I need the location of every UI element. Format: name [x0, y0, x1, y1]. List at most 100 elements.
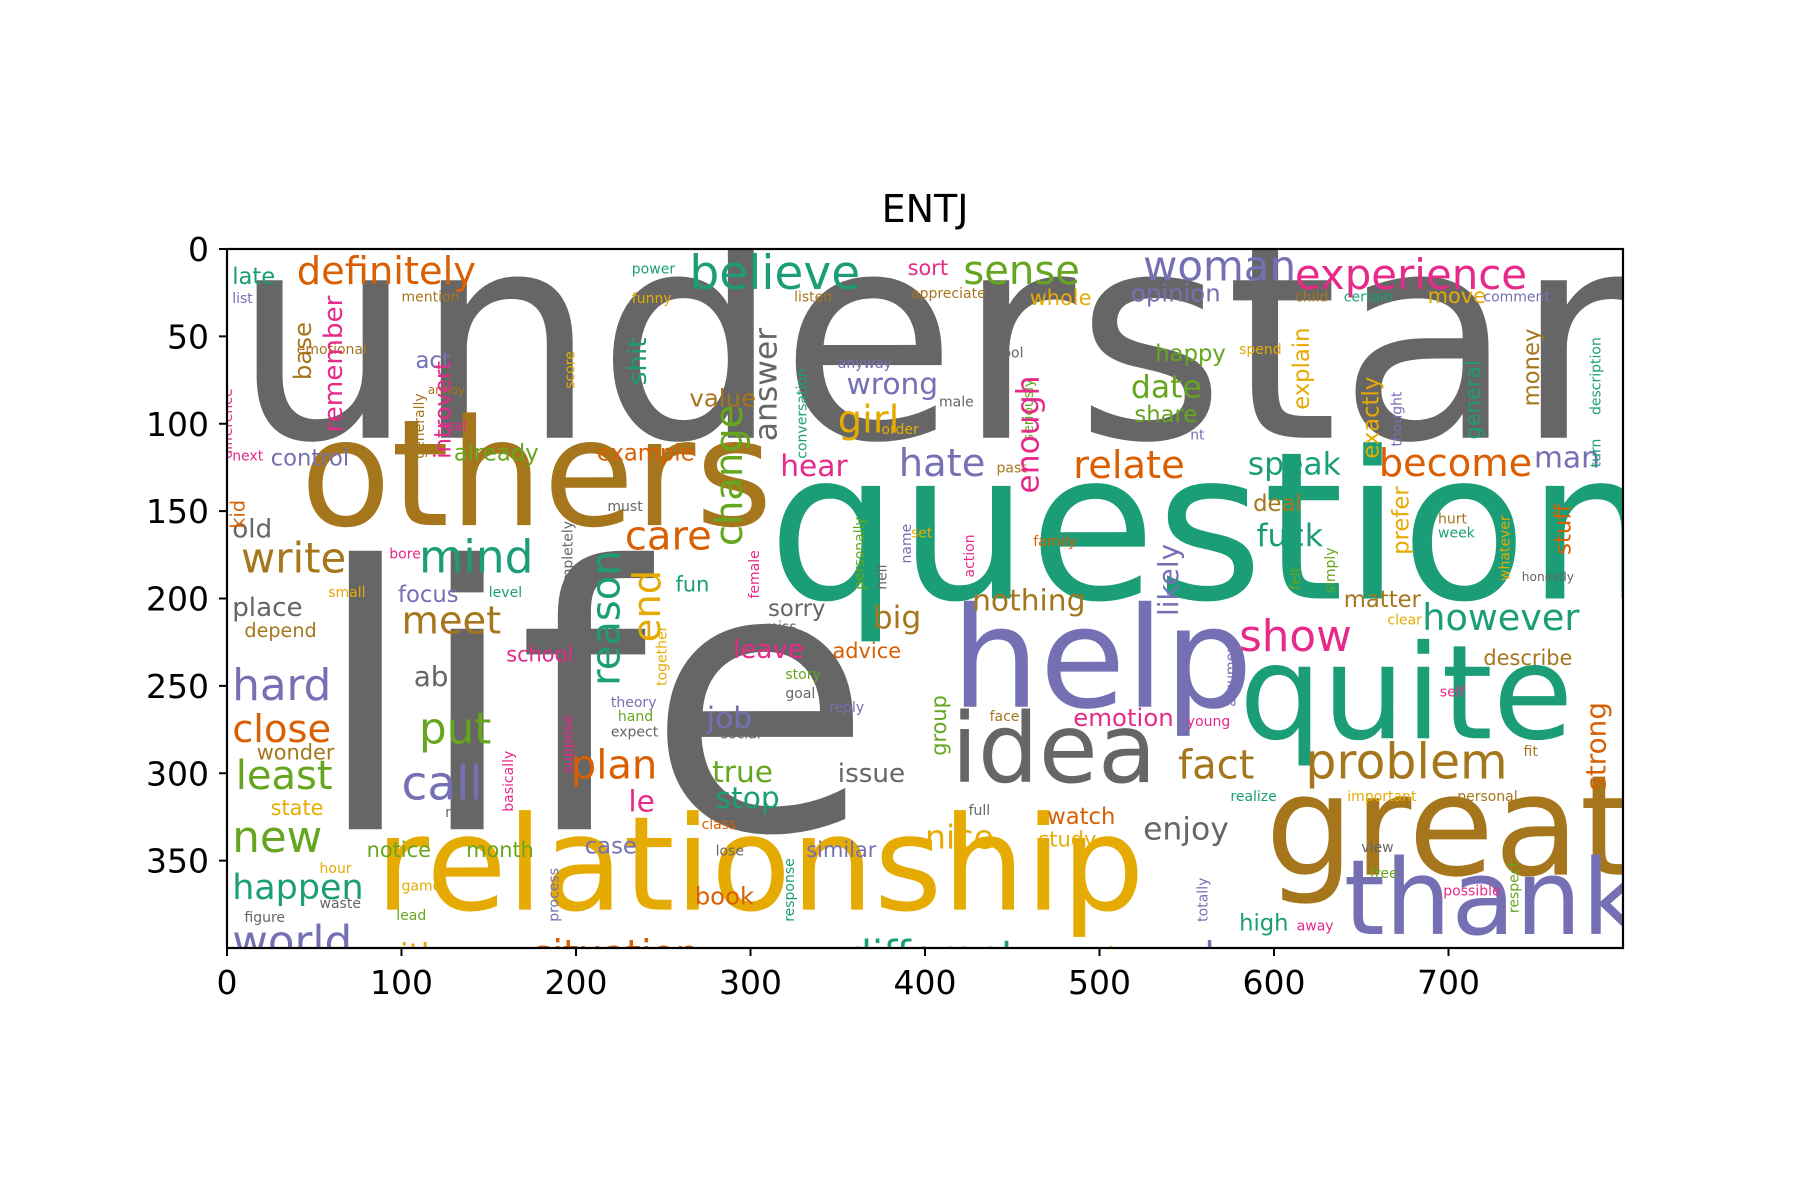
word-fuck: fuck	[1257, 518, 1324, 554]
word-focus: focus	[398, 582, 459, 608]
word-meet: meet	[402, 599, 502, 644]
word-bore: bore	[389, 546, 421, 562]
word-completely: completely	[561, 521, 577, 599]
x-tick-label: 300	[719, 963, 782, 1002]
word-easy: easy	[782, 943, 831, 967]
word-whole: whole	[1030, 286, 1092, 310]
x-tick-label: 200	[545, 963, 608, 1002]
word-level: level	[489, 585, 522, 601]
word-expect: expect	[611, 725, 659, 741]
word-either: either	[381, 938, 474, 974]
word-waste: waste	[320, 896, 361, 912]
word-money: money	[1519, 329, 1545, 407]
word-sorry: sorry	[768, 596, 825, 622]
word-face: face	[990, 709, 1020, 725]
word-plan: plan	[571, 743, 658, 789]
word-share: share	[1134, 402, 1197, 428]
y-tick-label: 300	[146, 754, 209, 793]
word-story: story	[785, 667, 820, 683]
word-world: world	[232, 918, 352, 968]
word-argument: argument	[1224, 638, 1240, 707]
word-matter: matter	[1344, 587, 1422, 613]
word-female: female	[747, 550, 763, 598]
word-hour: hour	[320, 861, 352, 877]
word-clear: clear	[1387, 613, 1422, 629]
word-mind: mind	[419, 530, 533, 583]
word-kid: kid	[226, 500, 249, 529]
word-act: act	[416, 348, 451, 374]
word-play: play	[1091, 943, 1146, 973]
word-call: call	[402, 757, 483, 812]
word-male: male	[939, 394, 974, 410]
word-new: new	[232, 813, 322, 863]
word-believe: believe	[689, 246, 860, 301]
word-child: child	[1295, 289, 1328, 305]
word-funny: funny	[632, 291, 672, 307]
word-lead: lead	[396, 908, 426, 924]
word-happen: happen	[232, 868, 363, 908]
word-big: big	[873, 600, 922, 636]
word-whatever: whatever	[1498, 515, 1514, 581]
word-hell: hell	[875, 565, 891, 590]
word-young: young	[1187, 714, 1230, 730]
word-quite: quite	[1239, 617, 1573, 769]
word-appreciate: appreciate	[911, 286, 986, 302]
word-week: week	[1438, 525, 1476, 541]
word-personal: personal	[1457, 789, 1517, 805]
word-issue: issue	[838, 759, 905, 789]
word-help: help	[951, 577, 1253, 740]
x-tick-label: 0	[217, 963, 238, 1002]
word-turn: turn	[1588, 439, 1604, 468]
word-le: le	[628, 785, 655, 820]
word-hard: hard	[232, 661, 331, 711]
word-nothing: nothing	[972, 584, 1085, 619]
word-possible: possible	[1443, 884, 1500, 900]
word-opinion: opinion	[1131, 278, 1221, 307]
word-certain: certain	[1344, 289, 1393, 305]
word-others: others	[300, 387, 772, 560]
word-deal: deal	[1253, 491, 1302, 517]
word-sense: sense	[963, 248, 1079, 294]
word-definitely: definitely	[297, 249, 476, 294]
x-axis: 0 100 200 300 400 500 600 700	[217, 948, 1480, 1002]
y-tick-label: 350	[146, 842, 209, 881]
word-book: book	[695, 881, 755, 910]
word-late: late	[232, 264, 275, 290]
word-miss: miss	[765, 620, 797, 636]
word-fact: fact	[1178, 743, 1254, 789]
word-process: process	[547, 868, 563, 922]
word-hate: hate	[899, 441, 986, 486]
word-introvert: introvert	[430, 361, 456, 459]
word-similar: similar	[806, 838, 876, 862]
word-honestly: honestly	[1522, 570, 1574, 584]
y-tick-label: 250	[146, 667, 209, 706]
word-become: become	[1379, 441, 1533, 486]
word-real: real	[440, 419, 467, 435]
word-idea: idea	[951, 693, 1156, 805]
word-learn: learn	[1204, 934, 1301, 979]
y-tick-label: 0	[188, 230, 209, 269]
x-tick-label: 700	[1417, 963, 1480, 1002]
word-woman: woman	[1143, 242, 1296, 291]
y-tick-label: 200	[146, 580, 209, 619]
word-class: class	[702, 817, 737, 833]
word-nt: nt	[1190, 428, 1205, 444]
word-change: change	[707, 405, 752, 546]
word-month: month	[466, 838, 534, 862]
word-action: action	[962, 534, 978, 577]
word-hear: hear	[780, 449, 848, 484]
word-remember: remember	[319, 295, 349, 432]
x-tick-label: 500	[1068, 963, 1131, 1002]
word-sort: sort	[908, 256, 948, 280]
word-wrong: wrong	[847, 367, 939, 402]
word-high: high	[1239, 911, 1288, 937]
x-tick-label: 600	[1243, 963, 1306, 1002]
word-end: end	[625, 570, 670, 642]
word-free: free	[1370, 866, 1398, 882]
word-show: show	[1239, 612, 1352, 662]
word-anyway: anyway	[838, 356, 892, 372]
word-enough: enough	[1010, 375, 1046, 493]
y-axis: 0 50 100 150 200 250 300 350	[146, 230, 227, 881]
word-must: must	[607, 499, 643, 515]
